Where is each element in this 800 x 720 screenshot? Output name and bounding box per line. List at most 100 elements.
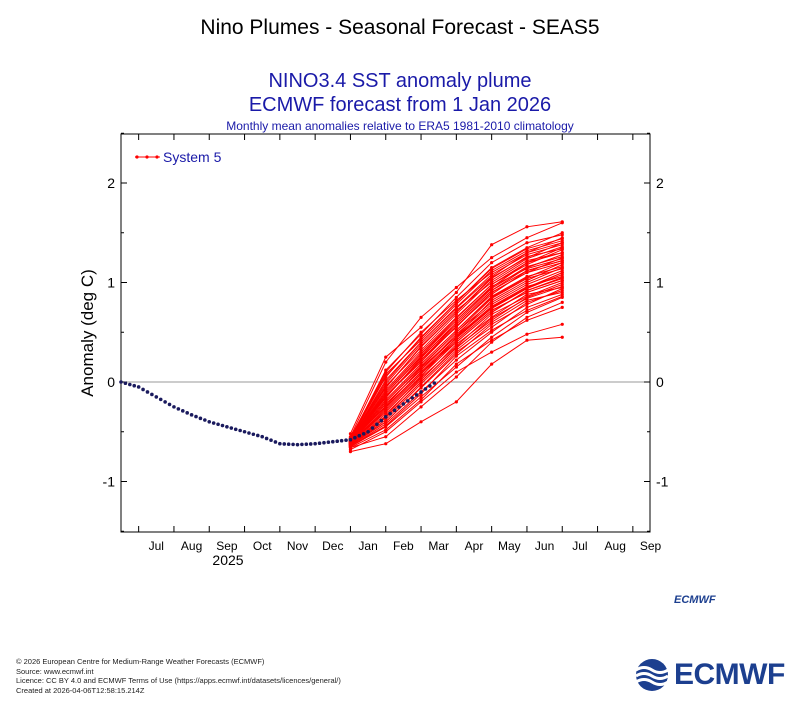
observed-point bbox=[119, 380, 123, 384]
observed-point bbox=[366, 429, 370, 434]
ensemble-point bbox=[525, 274, 529, 279]
ensemble-point bbox=[384, 355, 388, 359]
ensemble-point bbox=[454, 346, 458, 350]
ensemble-point bbox=[384, 402, 388, 406]
observed-point bbox=[242, 429, 247, 434]
ensemble-point bbox=[384, 368, 388, 372]
observed-point bbox=[308, 442, 313, 446]
ensemble-point bbox=[525, 290, 529, 295]
ensemble-point bbox=[384, 360, 388, 364]
ensemble-point bbox=[525, 318, 529, 322]
ensemble-point bbox=[560, 237, 564, 241]
observed-point bbox=[163, 400, 167, 404]
legend-marker bbox=[145, 155, 149, 159]
ensemble-point bbox=[525, 225, 529, 229]
ensemble-point bbox=[419, 405, 423, 409]
credits: © 2026 European Centre for Medium-Range … bbox=[16, 657, 341, 695]
ensemble-point bbox=[454, 322, 458, 326]
observed-point bbox=[432, 381, 437, 385]
ensemble-point bbox=[384, 406, 388, 410]
observed-point bbox=[260, 434, 265, 439]
observed-point bbox=[282, 442, 287, 446]
observed-point bbox=[410, 396, 415, 400]
observed-point bbox=[322, 440, 326, 445]
ensemble-point bbox=[560, 270, 564, 275]
ensemble-point bbox=[419, 340, 423, 344]
y-tick-label-right: 1 bbox=[656, 275, 664, 291]
ensemble-point bbox=[454, 400, 458, 404]
observed-point bbox=[185, 411, 189, 415]
observed-point bbox=[132, 383, 137, 388]
x-tick-label: Jul bbox=[572, 539, 587, 553]
ensemble-point bbox=[525, 247, 529, 251]
observed-point bbox=[150, 392, 154, 397]
ensemble-point bbox=[454, 300, 458, 304]
ensemble-point bbox=[454, 285, 458, 290]
ensemble-point bbox=[419, 420, 423, 424]
observed-point bbox=[397, 405, 401, 409]
x-tick-label: Feb bbox=[393, 539, 414, 553]
page-title: Nino Plumes - Seasonal Forecast - SEAS5 bbox=[200, 16, 600, 39]
ensemble-point bbox=[560, 247, 564, 251]
observed-point bbox=[273, 440, 278, 444]
x-tick-label: Jan bbox=[358, 539, 377, 553]
ensemble-point bbox=[560, 233, 564, 237]
observed-point bbox=[141, 387, 145, 392]
observed-point bbox=[194, 414, 198, 419]
chart-title: NINO3.4 SST anomaly plume bbox=[268, 70, 532, 92]
ensemble-point bbox=[560, 259, 564, 263]
ecmwf-logo-icon bbox=[635, 659, 669, 691]
observed-point bbox=[207, 420, 212, 424]
x-tick-label: Apr bbox=[465, 539, 484, 553]
ecmwf-small-logo: ECMWF bbox=[674, 594, 716, 606]
ensemble-point bbox=[454, 295, 458, 300]
ensemble-point bbox=[490, 294, 494, 299]
ensemble-point bbox=[419, 380, 423, 384]
observed-point bbox=[233, 427, 238, 432]
observed-point bbox=[220, 423, 225, 428]
observed-point bbox=[326, 440, 331, 444]
y-axis-label: Anomaly (deg C) bbox=[78, 269, 97, 397]
observed-point bbox=[375, 422, 379, 427]
ensemble-point bbox=[454, 290, 458, 295]
observed-point bbox=[304, 442, 309, 446]
ensemble-point bbox=[384, 378, 388, 382]
ensemble-point bbox=[419, 358, 423, 362]
ensemble-point bbox=[525, 332, 529, 336]
observed-point bbox=[225, 424, 229, 429]
y-tick-label-right: 0 bbox=[656, 374, 664, 390]
observed-point bbox=[335, 439, 340, 444]
observed-point bbox=[295, 442, 300, 447]
x-tick-label: Aug bbox=[181, 539, 202, 553]
observed-point bbox=[203, 418, 207, 422]
ensemble-point bbox=[560, 335, 564, 339]
y-tick-label-right: 2 bbox=[656, 175, 664, 191]
observed-point bbox=[145, 390, 150, 394]
ensemble-point bbox=[490, 306, 494, 310]
observed-point bbox=[158, 397, 163, 402]
ensemble-point bbox=[490, 266, 494, 271]
observed-point bbox=[291, 442, 295, 447]
ensemble-point bbox=[525, 255, 529, 259]
observed-group bbox=[119, 380, 437, 447]
ensemble-point bbox=[525, 261, 529, 265]
ensemble-point bbox=[525, 236, 529, 240]
observed-point bbox=[392, 408, 397, 413]
observed-point bbox=[278, 441, 282, 446]
plot-frame bbox=[120, 133, 651, 533]
y-tick-label-left: 0 bbox=[107, 374, 115, 390]
observed-point bbox=[419, 390, 423, 394]
ensemble-point bbox=[490, 282, 494, 287]
observed-point bbox=[269, 438, 273, 443]
ensemble-point bbox=[419, 395, 423, 399]
legend: System 5 bbox=[135, 149, 222, 165]
observed-point bbox=[123, 381, 128, 386]
ensemble-point bbox=[560, 241, 564, 245]
ensemble-point bbox=[454, 352, 458, 356]
ensemble-point bbox=[525, 241, 529, 245]
ensemble-point bbox=[525, 305, 529, 309]
ensemble-point bbox=[490, 325, 494, 329]
ensemble-point bbox=[348, 432, 353, 436]
ensemble-point bbox=[560, 251, 564, 255]
